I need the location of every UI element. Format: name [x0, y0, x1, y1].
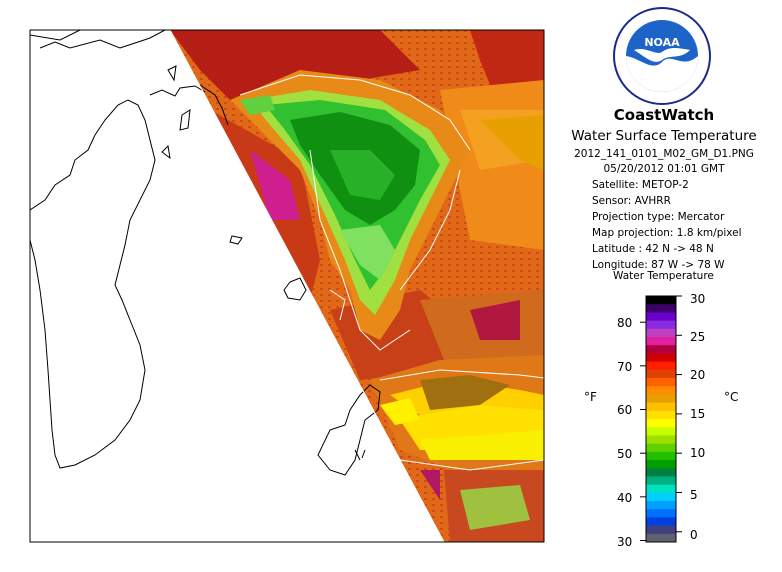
colorbar-swatch — [646, 492, 676, 502]
celsius-tick: 0 — [690, 528, 698, 542]
temperature-colorbar — [640, 295, 682, 543]
latitude-range: Latitude : 42 N -> 48 N — [592, 243, 714, 255]
celsius-tick: 20 — [690, 368, 706, 382]
product-title: CoastWatch — [613, 106, 715, 124]
colorbar-swatch — [646, 402, 676, 412]
fahrenheit-unit: °F — [584, 390, 597, 404]
colorbar-swatch — [646, 328, 676, 338]
satellite-map — [29, 29, 545, 543]
colorbar-swatch — [646, 525, 676, 535]
colorbar-swatch — [646, 427, 676, 436]
colorbar-swatch — [646, 361, 676, 371]
colorbar-swatch — [646, 312, 676, 322]
satellite-info: Satellite: METOP-2 — [592, 179, 689, 191]
colorbar-swatch — [646, 369, 676, 379]
celsius-tick: 30 — [690, 292, 706, 306]
legend-title: Water Temperature — [613, 270, 714, 282]
longitude-range: Longitude: 87 W -> 78 W — [592, 259, 725, 271]
colorbar-swatch — [646, 501, 676, 510]
colorbar-swatch — [646, 476, 676, 486]
colorbar-swatch — [646, 410, 676, 420]
colorbar-swatch — [646, 468, 676, 477]
celsius-tick: 15 — [690, 407, 706, 421]
noaa-logo: NOAA — [613, 7, 711, 105]
colorbar-swatch — [646, 337, 676, 346]
noaa-logo-text: NOAA — [644, 36, 680, 49]
colorbar-swatch — [646, 460, 676, 469]
colorbar-swatch — [646, 345, 676, 354]
product-subtitle: Water Surface Temperature — [571, 128, 757, 144]
acquisition-datetime: 05/20/2012 01:01 GMT — [603, 163, 725, 175]
colorbar-swatch — [646, 451, 676, 461]
colorbar-swatch — [646, 419, 676, 428]
colorbar-swatch — [646, 304, 676, 313]
colorbar-swatch — [646, 533, 676, 543]
colorbar-swatch — [646, 378, 676, 387]
celsius-tick: 25 — [690, 330, 706, 344]
celsius-tick: 10 — [690, 446, 706, 460]
fahrenheit-tick: 80 — [617, 316, 633, 330]
projection-type: Projection type: Mercator — [592, 211, 725, 223]
colorbar-swatch — [646, 435, 676, 445]
colorbar-swatch — [646, 394, 676, 404]
colorbar-swatch — [646, 386, 676, 395]
sensor-info: Sensor: AVHRR — [592, 195, 671, 207]
colorbar-swatch — [646, 320, 676, 330]
colorbar-swatch — [646, 353, 676, 363]
colorbar-swatch — [646, 296, 676, 305]
fahrenheit-tick: 40 — [617, 491, 633, 505]
fahrenheit-tick: 50 — [617, 447, 633, 461]
celsius-unit: °C — [724, 390, 739, 404]
fahrenheit-tick: 30 — [617, 535, 633, 549]
colorbar-swatch — [646, 509, 676, 518]
coastline-outline — [30, 30, 381, 476]
colorbar-swatch — [646, 517, 676, 527]
fahrenheit-tick: 70 — [617, 360, 633, 374]
fahrenheit-tick: 60 — [617, 403, 633, 417]
celsius-tick: 5 — [690, 488, 698, 502]
colorbar-swatch — [646, 443, 676, 453]
colorbar-swatch — [646, 484, 676, 494]
colorbar-frame — [645, 295, 677, 543]
image-filename: 2012_141_0101_M02_GM_D1.PNG — [574, 148, 754, 160]
map-projection: Map projection: 1.8 km/pixel — [592, 227, 742, 239]
